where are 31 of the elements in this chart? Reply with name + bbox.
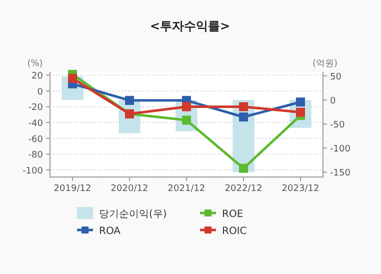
x-tick-label: 2019/12	[54, 184, 92, 194]
x-tick-label: 2023/12	[282, 184, 320, 194]
y-axis-title: (%)	[27, 59, 43, 69]
y-tick-label: -80	[28, 150, 44, 161]
point	[296, 98, 305, 106]
point	[182, 102, 191, 112]
y-tick-label: 0	[37, 87, 44, 98]
y-tick-label: -60	[28, 134, 44, 145]
legend-label: ROIC	[222, 226, 247, 237]
point	[239, 164, 248, 173]
y-tick-label: -100	[22, 166, 44, 176]
y2-tick-label: 50	[330, 72, 342, 82]
y2-axis-title: (억원)	[312, 59, 338, 69]
legend-label: 당기순이익(우)	[99, 209, 167, 220]
legend-label: ROE	[222, 209, 244, 220]
x-tick-label: 2020/12	[110, 184, 148, 194]
legend-label: ROA	[99, 226, 121, 237]
y-tick-label: -20	[28, 103, 44, 114]
y2-tick-label: -150	[330, 168, 351, 179]
point	[68, 74, 77, 83]
point	[125, 96, 134, 105]
y-tick-label: 20	[32, 72, 44, 82]
y2-tick-label: -50	[330, 120, 345, 131]
point	[239, 112, 248, 122]
y2-tick-label: 0	[330, 96, 336, 106]
y-tick-label: -40	[28, 119, 44, 130]
y2-tick-label: -100	[330, 144, 351, 155]
point	[239, 102, 248, 112]
chart-title: <투자수익률>	[150, 19, 230, 33]
x-tick-label: 2022/12	[224, 184, 262, 194]
x-tick-label: 2021/12	[168, 184, 206, 194]
